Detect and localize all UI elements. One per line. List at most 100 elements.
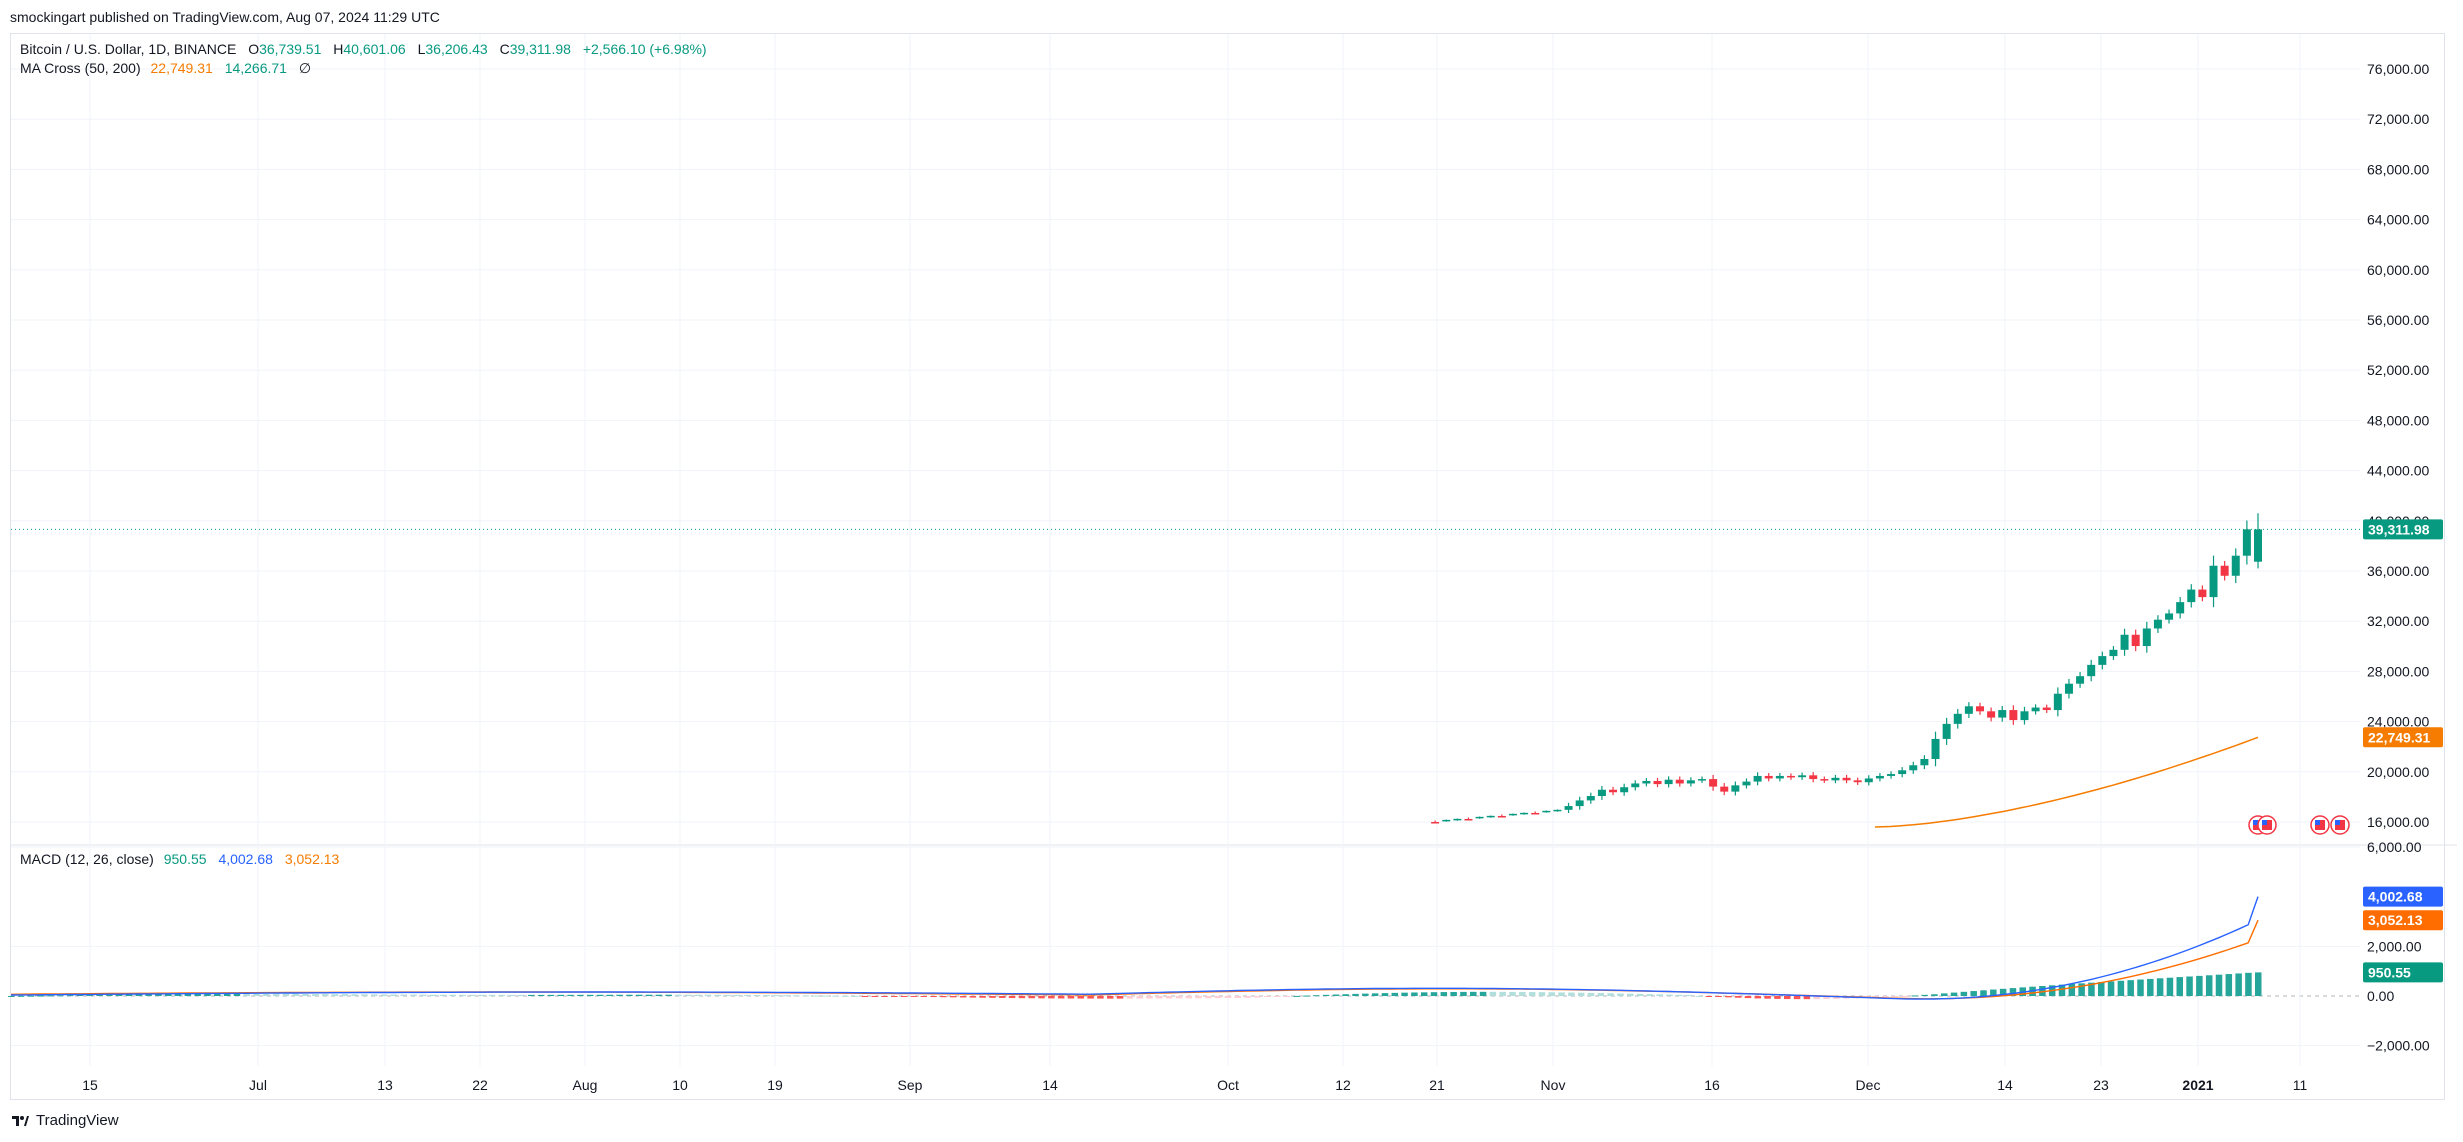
candle-body	[1976, 706, 1984, 712]
candle-body	[1742, 781, 1751, 786]
candle-body	[1698, 779, 1706, 781]
candle-body	[1786, 775, 1795, 778]
macd-hist-bar	[76, 994, 84, 996]
ma50-line	[1874, 736, 2259, 828]
macd-hist-bar	[1008, 996, 1016, 999]
macd-hist-bar	[1587, 992, 1595, 996]
macd-hist-bar	[1224, 996, 1232, 999]
macd-hist-bar	[1685, 995, 1693, 997]
macd-hist-bar	[1381, 993, 1389, 996]
candle-body	[2231, 555, 2240, 576]
candle-body	[1531, 812, 1540, 815]
macd-hist-bar	[763, 995, 771, 997]
time-tick-label: 14	[1042, 1077, 1058, 1093]
candle-body	[1909, 765, 1918, 771]
ma50-value: 22,749.31	[150, 60, 213, 76]
macd-hist-bar	[1077, 996, 1085, 999]
macd-hist-bar	[665, 994, 672, 996]
macd-hist-bar	[390, 994, 398, 996]
open-value: 36,739.51	[259, 41, 322, 57]
macd-hist-bar	[704, 994, 712, 996]
change-value: +2,566.10 (+6.98%)	[582, 41, 707, 57]
price-tick-label: 52,000.00	[2367, 362, 2429, 378]
macd-hist-bar	[1048, 996, 1055, 999]
time-tick-label: 16	[1704, 1077, 1720, 1093]
macd-hist-bar	[783, 995, 790, 997]
candle-body	[2120, 634, 2129, 650]
macd-hist-bar	[2068, 983, 2076, 996]
macd-hist-bar	[1411, 992, 1418, 996]
macd-hist-bar	[361, 994, 368, 996]
macd-hist-bar	[1254, 996, 1261, 998]
macd-hist-bar	[47, 995, 54, 997]
candle-body	[2076, 676, 2085, 684]
macd-hist-bar	[1234, 996, 1242, 998]
price-tick-label: 56,000.00	[2367, 312, 2429, 328]
footer-brand[interactable]: TradingView	[10, 1112, 119, 1129]
macd-hist-bar	[1342, 994, 1349, 996]
macd-hist-bar	[282, 993, 290, 996]
price-tick-label: 64,000.00	[2367, 212, 2429, 228]
macd-label[interactable]: MACD (12, 26, close)	[20, 851, 154, 867]
macd-hist-bar	[2176, 977, 2184, 996]
macd-hist-bar	[842, 995, 849, 997]
macd-hist-bar	[1538, 992, 1546, 996]
macd-hist-bar	[321, 994, 329, 996]
candle-body	[2142, 628, 2151, 647]
macd-value-badge	[2363, 910, 2443, 931]
flag-canton	[2262, 820, 2267, 825]
macd-hist-bar	[547, 994, 555, 996]
candle-body	[1597, 789, 1606, 797]
macd-hist-bar	[979, 996, 986, 998]
candle-body	[2020, 711, 2029, 721]
macd-hist-bar	[1322, 994, 1330, 996]
macd-hist-bar	[1705, 996, 1713, 997]
candle-body	[1953, 713, 1962, 724]
flag-canton	[2253, 820, 2258, 825]
macd-hist-bar	[1116, 996, 1124, 999]
macd-hist-bar	[1528, 992, 1536, 996]
macd-hist-bar	[312, 994, 319, 996]
macd-hist-bar	[2166, 977, 2174, 996]
us-flag-icon	[2257, 815, 2277, 835]
symbol-label[interactable]: Bitcoin / U.S. Dollar, 1D, BINANCE	[20, 41, 237, 57]
macd-hist-bar	[106, 994, 113, 996]
ma-label[interactable]: MA Cross (50, 200)	[20, 60, 141, 76]
candle-body	[2242, 529, 2251, 556]
price-tick-label: 68,000.00	[2367, 161, 2429, 177]
price-tick-label: 24,000.00	[2367, 714, 2429, 730]
time-tick-label: Aug	[573, 1077, 598, 1093]
macd-hist-bar	[125, 994, 133, 996]
flag-canton	[2315, 820, 2320, 825]
macd-hist-bar	[1097, 996, 1104, 999]
high-value: 40,601.06	[343, 41, 406, 57]
macd-hist-bar	[930, 996, 937, 998]
ma50-badge-label: 22,749.31	[2368, 729, 2430, 745]
macd-hist-bar	[439, 994, 447, 996]
macd-hist-bar	[1999, 988, 2007, 996]
candle-body	[1442, 819, 1451, 822]
macd-hist-bar	[469, 994, 476, 996]
candle-body	[2131, 634, 2140, 647]
candlestick-series	[1431, 513, 2262, 824]
candle-body	[1731, 785, 1740, 792]
macd-hist-bar	[488, 994, 496, 996]
macd-value-badge-label: 4,002.68	[2368, 889, 2423, 905]
macd-hist-bar	[1087, 996, 1094, 999]
macd-hist-bar	[606, 994, 614, 996]
macd-hist-bar	[1656, 994, 1663, 996]
macd-hist-bar	[2127, 980, 2134, 996]
macd-hist-bar	[1823, 996, 1830, 1000]
macd-hist-bar	[1214, 996, 1222, 999]
macd-hist-bar	[214, 993, 221, 996]
close-value: 39,311.98	[509, 41, 571, 57]
candle-body	[2009, 710, 2018, 721]
candle-body	[1586, 796, 1595, 801]
macd-hist-bar	[204, 993, 211, 996]
macd-hist-bar	[2205, 975, 2213, 996]
candle-body	[1720, 786, 1729, 792]
footer-brand-text: TradingView	[36, 1112, 119, 1129]
time-tick-label: Jul	[249, 1077, 267, 1093]
time-tick-label: 21	[1429, 1077, 1445, 1093]
